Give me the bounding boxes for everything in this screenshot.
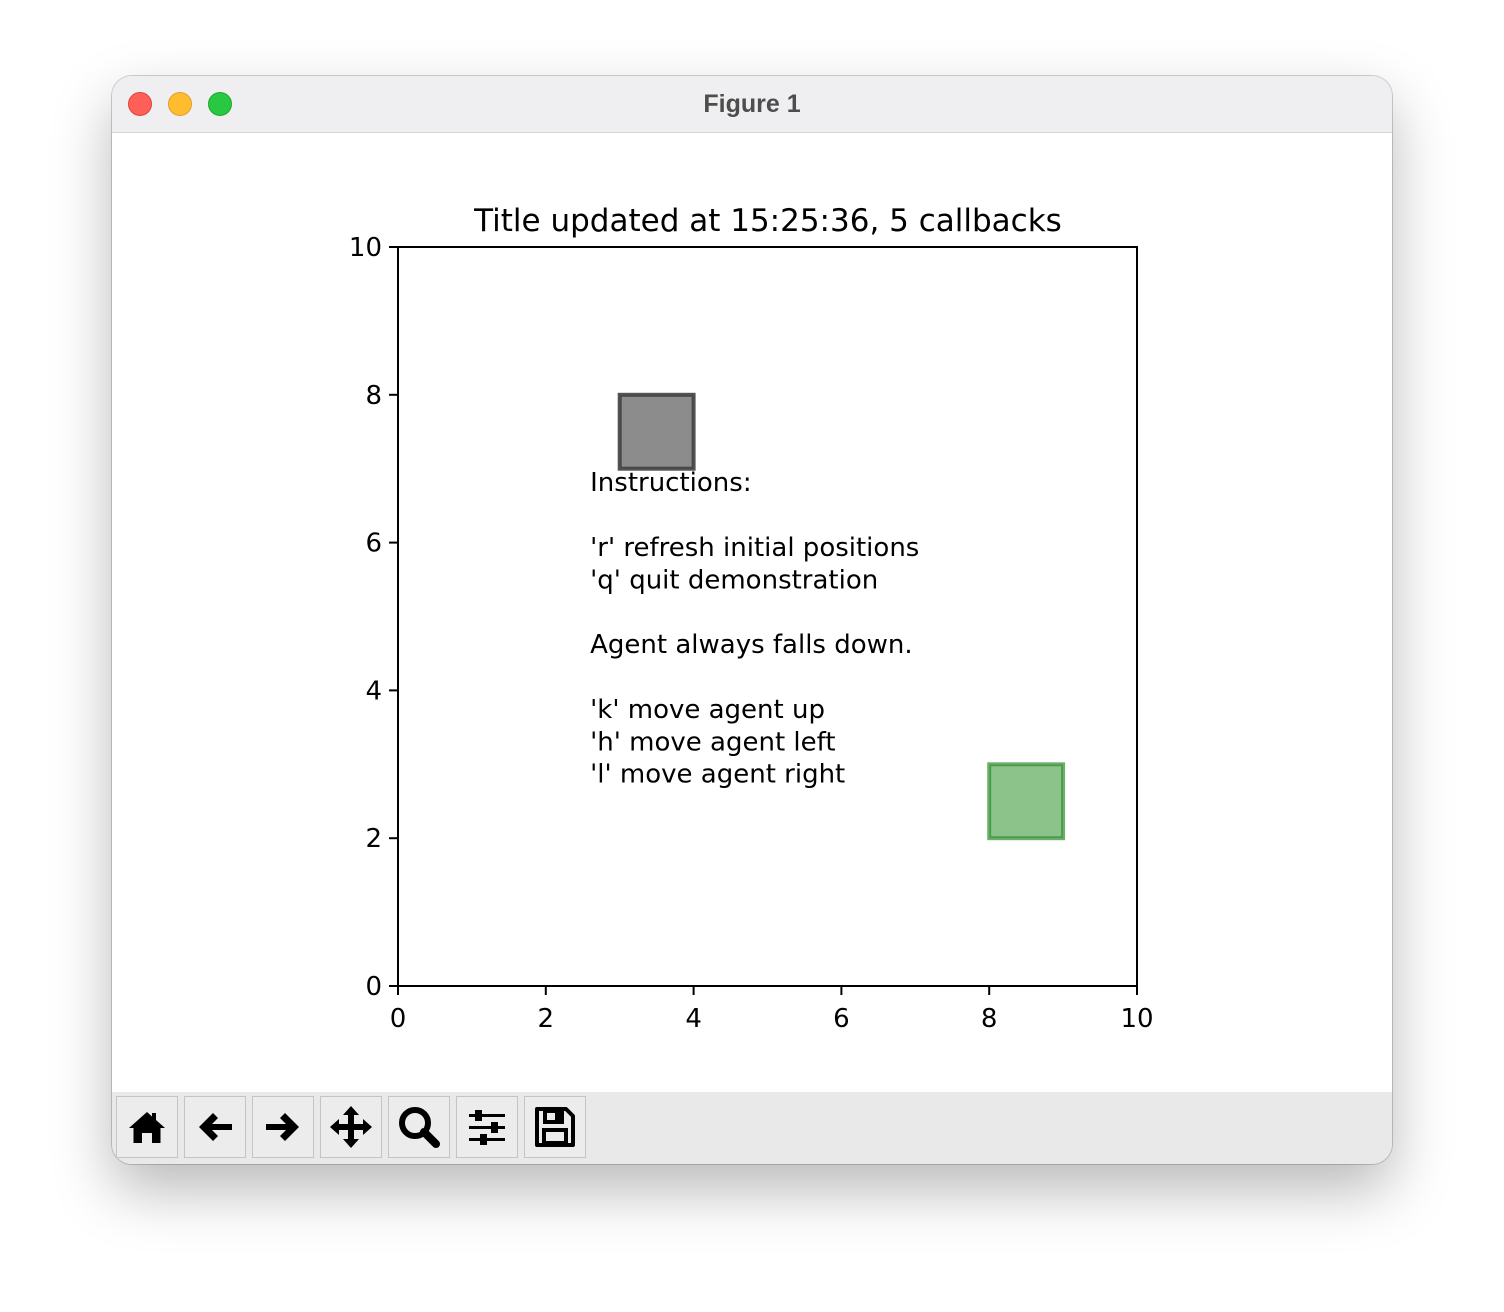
y-tick-label: 0: [365, 972, 382, 1002]
y-axis: 0 2 4 6 8 10: [349, 233, 398, 1002]
title-bar: Figure 1: [112, 76, 1392, 133]
home-icon: [129, 1112, 165, 1143]
back-button[interactable]: [184, 1096, 246, 1158]
patches-layer: [617, 392, 1066, 841]
x-tick-label: 4: [685, 1004, 702, 1034]
x-tick-label: 6: [833, 1004, 850, 1034]
instructions-line: 'l' move agent right: [590, 760, 845, 790]
minimize-window-button[interactable]: [168, 92, 192, 116]
instructions-line: 'r' refresh initial positions: [590, 533, 919, 563]
patch-1: [987, 762, 1066, 841]
window-title: Figure 1: [703, 90, 801, 118]
figure-canvas[interactable]: Title updated at 15:25:36, 5 callbacks 0…: [112, 133, 1392, 1092]
x-tick-label: 10: [1120, 1004, 1153, 1034]
navigation-toolbar: [112, 1092, 1392, 1164]
floppy-disk-icon: [535, 1107, 575, 1147]
axes-frame: [397, 246, 1138, 987]
sliders-icon: [469, 1110, 505, 1145]
y-tick-label: 6: [365, 529, 382, 559]
instructions-line: Agent always falls down.: [590, 630, 913, 660]
y-tick-label: 2: [365, 824, 382, 854]
x-tick-label: 2: [538, 1004, 555, 1034]
arrow-left-icon: [199, 1113, 232, 1141]
instructions-text: Instructions: 'r' refresh initial positio…: [590, 468, 919, 790]
move-icon: [330, 1106, 372, 1148]
instructions-line: 'k' move agent up: [590, 695, 825, 725]
instructions-line: 'h' move agent left: [590, 727, 835, 757]
x-tick-label: 8: [981, 1004, 998, 1034]
zoom-window-button[interactable]: [208, 92, 232, 116]
home-button[interactable]: [116, 1096, 178, 1158]
y-tick-label: 4: [365, 676, 382, 706]
figure-window: Figure 1 Title updated at 15:25:36, 5 ca…: [112, 76, 1392, 1164]
save-button[interactable]: [524, 1096, 586, 1158]
pan-button[interactable]: [320, 1096, 382, 1158]
arrow-right-icon: [266, 1113, 299, 1141]
configure-subplots-button[interactable]: [456, 1096, 518, 1158]
x-axis: 0 2 4 6 8 10: [390, 986, 1154, 1034]
patch-0: [617, 392, 696, 471]
instructions-line: 'q' quit demonstration: [590, 565, 878, 595]
zoom-button[interactable]: [388, 1096, 450, 1158]
plot-svg: Title updated at 15:25:36, 5 callbacks 0…: [349, 203, 1154, 1034]
magnifier-icon: [399, 1107, 440, 1148]
close-window-button[interactable]: [128, 92, 152, 116]
y-tick-label: 10: [349, 233, 382, 263]
x-tick-label: 0: [390, 1004, 407, 1034]
instructions-line: Instructions:: [590, 468, 751, 498]
forward-button[interactable]: [252, 1096, 314, 1158]
y-tick-label: 8: [365, 381, 382, 411]
plot-title: Title updated at 15:25:36, 5 callbacks: [473, 203, 1062, 239]
